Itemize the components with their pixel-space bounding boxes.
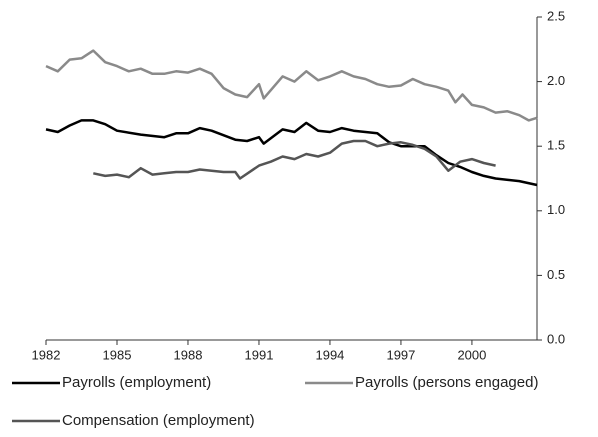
x-tick-label: 1994 bbox=[315, 347, 344, 362]
y-tick-label: 1.0 bbox=[547, 202, 565, 217]
y-tick-label: 0.5 bbox=[547, 267, 565, 282]
legend-label: Compensation (employment) bbox=[62, 412, 255, 429]
legend-label: Payrolls (employment) bbox=[62, 374, 211, 391]
x-tick-label: 1991 bbox=[245, 347, 274, 362]
x-tick-label: 1997 bbox=[386, 347, 415, 362]
x-tick-label: 1988 bbox=[174, 347, 203, 362]
y-tick-label: 2.5 bbox=[547, 8, 565, 23]
y-tick-label: 2.0 bbox=[547, 73, 565, 88]
series-line bbox=[93, 139, 496, 180]
y-tick-label: 1.5 bbox=[547, 138, 565, 153]
x-tick-label: 1985 bbox=[103, 347, 132, 362]
x-tick-label: 1982 bbox=[32, 347, 61, 362]
series-line bbox=[45, 119, 538, 187]
series-line bbox=[45, 49, 538, 122]
y-tick-label: 0.0 bbox=[547, 331, 565, 346]
x-tick-label: 2000 bbox=[457, 347, 486, 362]
legend-label: Payrolls (persons engaged) bbox=[355, 374, 538, 391]
